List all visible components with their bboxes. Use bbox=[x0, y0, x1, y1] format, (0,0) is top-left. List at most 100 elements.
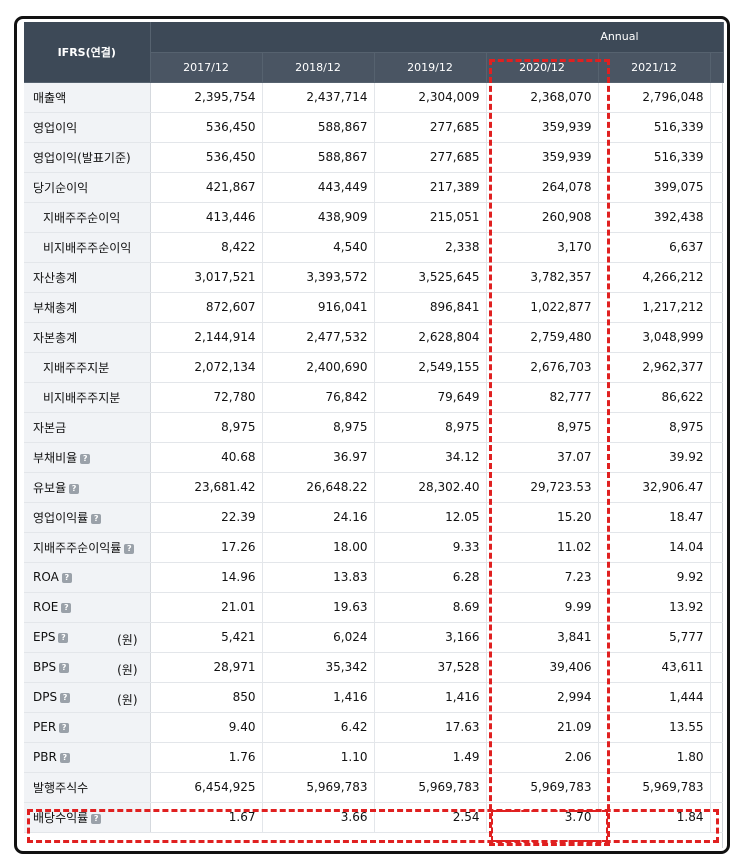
screenshot-frame: IFRS(연결) Annual 2017/12 2018/12 2019/12 … bbox=[14, 16, 730, 854]
value-cell: 4,266,212 bbox=[598, 262, 711, 293]
value-cell: 2,395,754 bbox=[150, 82, 263, 113]
table-row: 비지배주주지분 72,780 76,842 79,649 82,777 86,622 bbox=[24, 382, 724, 413]
row-spacer bbox=[710, 292, 724, 323]
row-label: BPS bbox=[33, 660, 57, 674]
row-label-cell: PBR? bbox=[24, 742, 151, 773]
help-icon[interactable]: ? bbox=[124, 543, 135, 554]
row-spacer bbox=[710, 112, 724, 143]
row-label-cell: 당기순이익 bbox=[24, 172, 151, 203]
value-cell: 2,437,714 bbox=[262, 82, 375, 113]
value-cell: 32,906.47 bbox=[598, 472, 711, 503]
row-spacer bbox=[710, 202, 724, 233]
value-cell: 26,648.22 bbox=[262, 472, 375, 503]
value-cell: 1.67 bbox=[150, 802, 263, 833]
row-spacer bbox=[710, 172, 724, 203]
value-cell: 3,782,357 bbox=[486, 262, 599, 293]
table-row: 매출액 2,395,754 2,437,714 2,304,009 2,368,070 2… bbox=[24, 82, 724, 113]
row-spacer bbox=[710, 592, 724, 623]
value-cell: 2,368,070 bbox=[486, 82, 599, 113]
value-cell: 536,450 bbox=[150, 142, 263, 173]
value-cell: 8,975 bbox=[598, 412, 711, 443]
row-label-cell: ROA? bbox=[24, 562, 151, 593]
value-cell: 22.39 bbox=[150, 502, 263, 533]
table-row: 지배주주순이익 413,446 438,909 215,051 260,908 392,4… bbox=[24, 202, 724, 233]
row-label-cell: 지배주주순이익 bbox=[24, 202, 151, 233]
row-spacer bbox=[710, 472, 724, 503]
value-cell: 443,449 bbox=[262, 172, 375, 203]
row-label: 유보율 bbox=[33, 480, 67, 495]
period-header: 2020/12 bbox=[486, 52, 599, 83]
value-cell: 8.69 bbox=[374, 592, 487, 623]
row-label-cell: 부채비율? bbox=[24, 442, 151, 473]
value-cell: 359,939 bbox=[486, 142, 599, 173]
row-label: ROE bbox=[33, 600, 59, 614]
value-cell: 1.10 bbox=[262, 742, 375, 773]
unit-label: (원) bbox=[117, 662, 138, 677]
help-icon[interactable]: ? bbox=[59, 723, 70, 733]
value-cell: 399,075 bbox=[598, 172, 711, 203]
help-icon[interactable]: ? bbox=[91, 813, 102, 824]
value-cell: 29,723.53 bbox=[486, 472, 599, 503]
table-row: DPS? (원) 850 1,416 1,416 2,994 1,444 bbox=[24, 682, 724, 713]
value-cell: 3.66 bbox=[262, 802, 375, 833]
value-cell: 588,867 bbox=[262, 112, 375, 143]
value-cell: 2.06 bbox=[486, 742, 599, 773]
row-label-cell: BPS? (원) bbox=[24, 652, 151, 683]
row-spacer bbox=[710, 682, 724, 713]
row-label: PBR bbox=[33, 750, 57, 764]
help-icon[interactable]: ? bbox=[61, 603, 72, 613]
help-icon[interactable]: ? bbox=[91, 513, 102, 524]
value-cell: 12.05 bbox=[374, 502, 487, 533]
table-row: 자산총계 3,017,521 3,393,572 3,525,645 3,782,357… bbox=[24, 262, 724, 293]
table-row: 지배주주순이익률? 17.26 18.00 9.33 11.02 14.04 bbox=[24, 532, 724, 563]
row-label: 지배주주지분 bbox=[43, 360, 110, 375]
value-cell: 1,444 bbox=[598, 682, 711, 713]
value-cell: 5,969,783 bbox=[374, 772, 487, 803]
value-cell: 5,421 bbox=[150, 622, 263, 653]
value-cell: 14.96 bbox=[150, 562, 263, 593]
value-cell: 35,342 bbox=[262, 652, 375, 683]
help-icon[interactable]: ? bbox=[69, 483, 80, 494]
value-cell: 9.92 bbox=[598, 562, 711, 593]
value-cell: 2,796,048 bbox=[598, 82, 711, 113]
table-row: 비지배주주순이익 8,422 4,540 2,338 3,170 6,637 bbox=[24, 232, 724, 263]
period-header: 2018/12 bbox=[262, 52, 375, 83]
financial-table: IFRS(연결) Annual 2017/12 2018/12 2019/12 … bbox=[24, 22, 724, 833]
financial-summary-panel: IFRS(연결) Annual 2017/12 2018/12 2019/12 … bbox=[24, 22, 724, 848]
value-cell: 28,302.40 bbox=[374, 472, 487, 503]
help-icon[interactable]: ? bbox=[61, 573, 72, 583]
value-cell: 39.92 bbox=[598, 442, 711, 473]
help-icon[interactable]: ? bbox=[60, 693, 71, 703]
table-row: 발행주식수 6,454,925 5,969,783 5,969,783 5,969,78… bbox=[24, 772, 724, 803]
unit-label: (원) bbox=[117, 692, 138, 707]
value-cell: 1.76 bbox=[150, 742, 263, 773]
value-cell: 277,685 bbox=[374, 112, 487, 143]
annual-header: Annual bbox=[150, 22, 724, 53]
row-spacer bbox=[710, 352, 724, 383]
value-cell: 3.70 bbox=[486, 802, 599, 833]
help-icon[interactable]: ? bbox=[59, 663, 70, 673]
help-icon[interactable]: ? bbox=[58, 633, 69, 643]
value-cell: 40.68 bbox=[150, 442, 263, 473]
value-cell: 28,971 bbox=[150, 652, 263, 683]
value-cell: 1.80 bbox=[598, 742, 711, 773]
table-row: 부채총계 872,607 916,041 896,841 1,022,877 1,217,… bbox=[24, 292, 724, 323]
row-label-cell: 자본금 bbox=[24, 412, 151, 443]
row-spacer bbox=[710, 622, 724, 653]
row-label: 비지배주주지분 bbox=[43, 390, 121, 405]
value-cell: 217,389 bbox=[374, 172, 487, 203]
row-spacer bbox=[710, 382, 724, 413]
value-cell: 850 bbox=[150, 682, 263, 713]
value-cell: 9.40 bbox=[150, 712, 263, 743]
help-icon[interactable]: ? bbox=[80, 453, 91, 464]
row-label-cell: 지배주주지분 bbox=[24, 352, 151, 383]
value-cell: 21.09 bbox=[486, 712, 599, 743]
value-cell: 2,477,532 bbox=[262, 322, 375, 353]
value-cell: 8,975 bbox=[262, 412, 375, 443]
value-cell: 277,685 bbox=[374, 142, 487, 173]
value-cell: 438,909 bbox=[262, 202, 375, 233]
value-cell: 5,969,783 bbox=[598, 772, 711, 803]
row-label-cell: 영업이익(발표기준) bbox=[24, 142, 151, 173]
help-icon[interactable]: ? bbox=[59, 753, 70, 763]
row-label-cell: 매출액 bbox=[24, 82, 151, 113]
